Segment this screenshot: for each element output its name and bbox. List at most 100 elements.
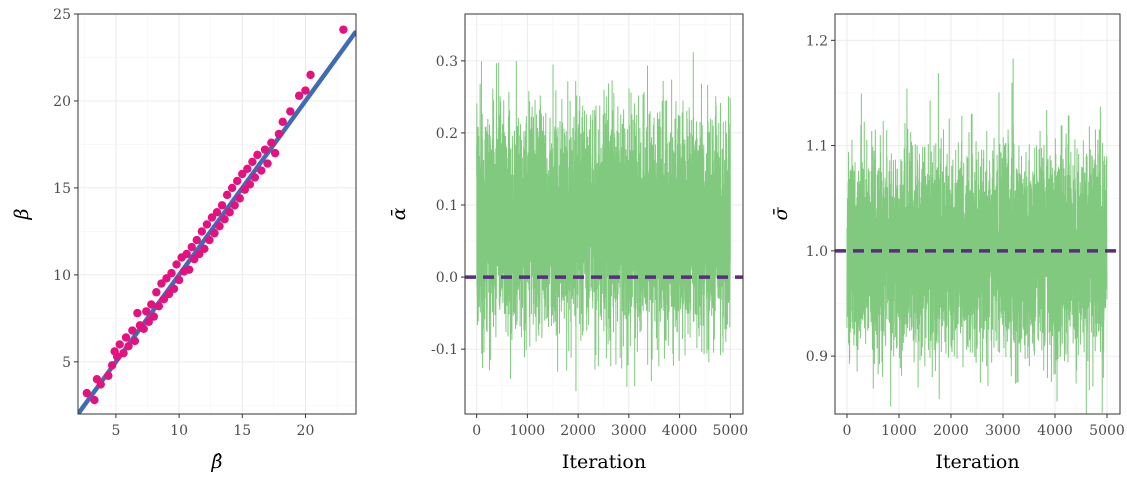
scatter-point	[144, 317, 153, 327]
scatter-grid	[78, 13, 356, 414]
sigma-trace-y-axis-title: σ̄	[770, 206, 792, 220]
scatter-point	[212, 208, 222, 217]
alpha-trace-y-tick-label: 0.3	[436, 54, 458, 70]
alpha-trace-x-tick-label: 5000	[712, 423, 748, 439]
scatter-point	[270, 148, 280, 158]
scatter-axes: 5 10 15 20 5 10 15 20 25	[53, 7, 314, 439]
sigma-trace-x-tick-label: 3000	[985, 423, 1021, 439]
scatter-point	[210, 228, 219, 238]
scatter-point	[278, 117, 287, 127]
alpha-trace-y-tick-label: 0.2	[436, 126, 458, 142]
scatter-point	[195, 249, 204, 259]
alpha-trace-y-tick-label: 0.1	[436, 198, 458, 214]
sigma-trace-panel-border	[834, 13, 1121, 415]
scatter-panel: 5 10 15 20 5 10 15 20 25 β̂ β	[11, 7, 357, 473]
scatter-panel-border	[77, 13, 357, 415]
scatter-point	[90, 395, 99, 405]
alpha-trace-x-tick-label: 1000	[510, 423, 546, 439]
sigma-trace-axes: 0 1000 2000 3000 4000 5000 0.9 1.0 1.1 1.2	[806, 33, 1125, 439]
scatter-point	[235, 194, 244, 203]
scatter-point	[274, 129, 284, 139]
scatter-point	[250, 173, 260, 182]
scatter-point	[162, 274, 171, 283]
scatter-point	[182, 249, 191, 259]
scatter-point	[205, 235, 214, 245]
sigma-trace-y-tick-label: 1.2	[806, 33, 828, 49]
alpha-trace-y-tick-label: 0.0	[436, 270, 458, 286]
scatter-point	[301, 86, 310, 95]
scatter-point	[220, 215, 229, 224]
scatter-point	[164, 289, 174, 299]
alpha-trace-plot-area	[465, 52, 743, 392]
sigma-trace-x-tick-label: 2000	[933, 423, 969, 439]
alpha-trace-y-tick-label: -0.1	[431, 342, 458, 358]
scatter-point	[243, 164, 252, 173]
scatter-point	[339, 25, 348, 34]
alpha-trace-panel: 0 1000 2000 3000 4000 5000 -0.1 0.0 0.1 0.2 0.3 It…	[388, 13, 748, 473]
scatter-point	[263, 159, 272, 168]
sigma-trace-x-tick-label: 5000	[1089, 423, 1125, 439]
scatter-point	[227, 183, 237, 193]
scatter-point	[159, 295, 169, 304]
scatter-point	[215, 221, 224, 231]
scatter-point	[260, 145, 270, 154]
scatter-point	[130, 336, 140, 346]
scatter-point	[240, 185, 249, 194]
scatter-point	[238, 169, 247, 179]
scatter-point	[169, 284, 179, 293]
scatter-point	[202, 220, 212, 229]
scatter-x-axis-title: β̂	[211, 451, 223, 473]
alpha-trace-trace-line	[476, 52, 731, 392]
scatter-point	[248, 157, 257, 167]
scatter-point	[185, 265, 194, 274]
alpha-trace-axes: 0 1000 2000 3000 4000 5000 -0.1 0.0 0.1 0.2 0.3	[431, 54, 748, 439]
scatter-point	[133, 308, 142, 318]
scatter-point	[174, 275, 184, 285]
scatter-point	[119, 348, 128, 358]
scatter-point	[222, 190, 232, 200]
scatter-y-axis-title: β	[11, 208, 33, 220]
sigma-trace-x-tick-label: 1000	[881, 423, 917, 439]
scatter-point	[225, 208, 234, 217]
scatter-point	[147, 300, 156, 309]
sigma-trace-y-tick-label: 0.9	[806, 349, 828, 365]
scatter-y-tick-label: 20	[53, 94, 71, 110]
sigma-trace-x-axis-title: Iteration	[935, 451, 1019, 473]
scatter-point	[253, 150, 262, 160]
scatter-point	[128, 326, 137, 335]
scatter-point	[172, 260, 181, 269]
scatter-x-tick-label: 10	[170, 423, 188, 439]
scatter-point	[121, 333, 131, 342]
scatter-point	[139, 324, 148, 333]
scatter-point	[96, 380, 105, 389]
scatter-point	[187, 242, 196, 252]
alpha-trace-x-tick-label: 2000	[560, 423, 596, 439]
scatter-point	[294, 91, 304, 100]
alpha-trace-x-tick-label: 4000	[662, 423, 698, 439]
scatter-point	[245, 180, 255, 189]
scatter-point	[82, 388, 92, 398]
scatter-point	[115, 340, 124, 349]
scatter-point	[192, 235, 201, 245]
scatter-x-tick-label: 15	[233, 423, 251, 439]
scatter-point	[257, 166, 266, 175]
scatter-point	[306, 70, 315, 80]
scatter-point	[233, 176, 242, 186]
alpha-trace-y-axis-title: ᾱ	[388, 207, 410, 220]
scatter-point	[107, 361, 117, 370]
scatter-point	[267, 138, 276, 147]
scatter-x-tick-label: 20	[297, 423, 315, 439]
scatter-y-tick-label: 10	[53, 268, 71, 284]
alpha-trace-panel-border	[464, 13, 744, 415]
sigma-trace-y-tick-label: 1.1	[806, 139, 828, 155]
scatter-point	[149, 312, 159, 321]
scatter-point	[167, 268, 176, 278]
sigma-trace-x-tick-label: 0	[843, 423, 852, 439]
alpha-trace-x-tick-label: 0	[472, 423, 481, 439]
scatter-point	[200, 244, 209, 253]
scatter-plot-area	[78, 25, 356, 414]
scatter-point	[154, 301, 164, 311]
scatter-x-tick-label: 5	[111, 423, 120, 439]
scatter-point	[230, 201, 239, 210]
